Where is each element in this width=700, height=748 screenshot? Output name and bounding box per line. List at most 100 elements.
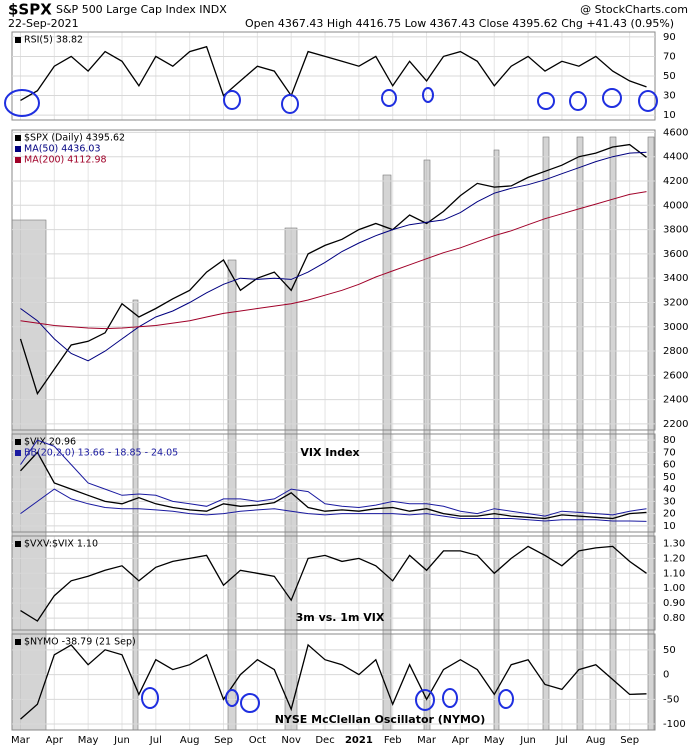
- legend-label: RSI(5) 38.82: [24, 35, 83, 46]
- x-tick-label: Jun: [519, 735, 536, 746]
- y-tick-label: 1.10: [663, 568, 685, 579]
- x-tick-label: Sep: [620, 735, 639, 746]
- y-tick-label: 20: [663, 509, 676, 520]
- x-tick-label: Nov: [281, 735, 301, 746]
- legend-swatch: [15, 439, 21, 445]
- index-name: S&P 500 Large Cap Index INDX: [56, 3, 227, 16]
- legend-label: $VXV:$VIX 1.10: [24, 539, 98, 550]
- legend-label: MA(50) 4436.03: [24, 144, 101, 155]
- y-tick-label: 50: [663, 472, 676, 483]
- highlight-circle: [223, 90, 241, 110]
- highlight-band: [11, 219, 47, 731]
- y-tick-label: 0: [663, 670, 669, 681]
- y-tick-label: 2600: [663, 370, 688, 381]
- y-tick-label: 4000: [663, 200, 688, 211]
- legend-label: BB(20,2.0) 13.66 - 18.85 - 24.05: [24, 448, 178, 459]
- x-tick-label: Mar: [11, 735, 31, 746]
- highlight-band: [132, 299, 139, 731]
- symbol: $SPX: [8, 1, 52, 19]
- panel-frame: [11, 129, 656, 431]
- highlight-circle: [4, 89, 40, 117]
- y-tick-label: 3600: [663, 249, 688, 260]
- highlight-circle: [422, 87, 434, 103]
- y-tick-label: 0.80: [663, 613, 685, 624]
- y-tick-label: 30: [663, 496, 676, 507]
- series-line: [19, 143, 647, 396]
- series-line: [20, 45, 647, 101]
- y-tick-label: 10: [663, 521, 676, 532]
- y-tick-label: 1.30: [663, 538, 685, 549]
- x-tick-label: Apr: [452, 735, 470, 746]
- annotation: VIX Index: [300, 446, 359, 459]
- x-tick-label: Jun: [113, 735, 130, 746]
- y-tick-label: 2800: [663, 346, 688, 357]
- x-tick-label: Mar: [417, 735, 437, 746]
- panel-frame: [11, 633, 656, 731]
- panel-frame: [11, 433, 656, 533]
- y-tick-label: 90: [663, 32, 676, 43]
- legend-swatch: [15, 157, 21, 163]
- highlight-circle: [638, 90, 658, 112]
- x-tick-label: Jul: [149, 735, 162, 746]
- y-tick-label: 2200: [663, 419, 688, 430]
- panel-frame: [11, 535, 656, 631]
- highlight-circle: [141, 687, 159, 709]
- y-tick-label: 2400: [663, 395, 688, 406]
- legend-swatch: [15, 541, 21, 547]
- highlight-circle: [381, 89, 397, 107]
- legend-label: $VIX 20.96: [24, 437, 76, 448]
- y-tick-label: 4400: [663, 152, 688, 163]
- x-tick-label: Dec: [315, 735, 334, 746]
- y-tick-label: 50: [663, 645, 676, 656]
- x-tick-label: Apr: [46, 735, 64, 746]
- highlight-circle: [281, 94, 299, 114]
- series-line: [20, 545, 647, 622]
- y-tick-label: 80: [663, 435, 676, 446]
- x-tick-label: Aug: [586, 735, 606, 746]
- y-tick-label: 3400: [663, 273, 688, 284]
- legend-label: $NYMO -38.79 (21 Sep): [24, 637, 136, 648]
- y-tick-label: 30: [663, 91, 676, 102]
- legend-swatch: [15, 639, 21, 645]
- series-line: [20, 439, 647, 517]
- legend-swatch: [15, 37, 21, 43]
- highlight-circle: [498, 689, 514, 709]
- y-tick-label: 4600: [663, 127, 688, 138]
- y-tick-label: 4200: [663, 176, 688, 187]
- series-line: [20, 488, 647, 522]
- y-tick-label: 3000: [663, 322, 688, 333]
- x-tick-label: May: [78, 735, 99, 746]
- highlight-circle: [415, 689, 435, 711]
- annotation: NYSE McClellan Oscillator (NYMO): [275, 713, 486, 726]
- quote: Open 4367.43 High 4416.75 Low 4367.43 Cl…: [245, 17, 674, 30]
- x-tick-label: Sep: [214, 735, 233, 746]
- highlight-band: [423, 159, 431, 731]
- series-line: [20, 451, 647, 520]
- legend-label: MA(200) 4112.98: [24, 155, 107, 166]
- x-tick-label: May: [484, 735, 505, 746]
- legend-swatch: [15, 135, 21, 141]
- y-tick-label: 10: [663, 110, 676, 121]
- x-tick-label: Jul: [555, 735, 568, 746]
- series-line: [20, 151, 647, 362]
- y-tick-label: 1.00: [663, 583, 685, 594]
- y-tick-label: 70: [663, 447, 676, 458]
- y-tick-label: 60: [663, 460, 676, 471]
- y-tick-label: 1.20: [663, 553, 685, 564]
- highlight-circle: [569, 91, 587, 111]
- highlight-circle: [225, 689, 239, 707]
- y-tick-label: -100: [663, 719, 686, 730]
- y-tick-label: 70: [663, 51, 676, 62]
- legend-swatch: [15, 450, 21, 456]
- y-tick-label: 3200: [663, 297, 688, 308]
- legend-label: $SPX (Daily) 4395.62: [24, 133, 125, 144]
- x-tick-label: 2021: [345, 735, 373, 746]
- highlight-circle: [240, 693, 260, 713]
- y-tick-label: 0.90: [663, 598, 685, 609]
- annotation: 3m vs. 1m VIX: [296, 611, 385, 624]
- y-tick-label: 50: [663, 71, 676, 82]
- y-tick-label: 40: [663, 484, 676, 495]
- series-line: [20, 643, 647, 720]
- highlight-circle: [442, 688, 458, 708]
